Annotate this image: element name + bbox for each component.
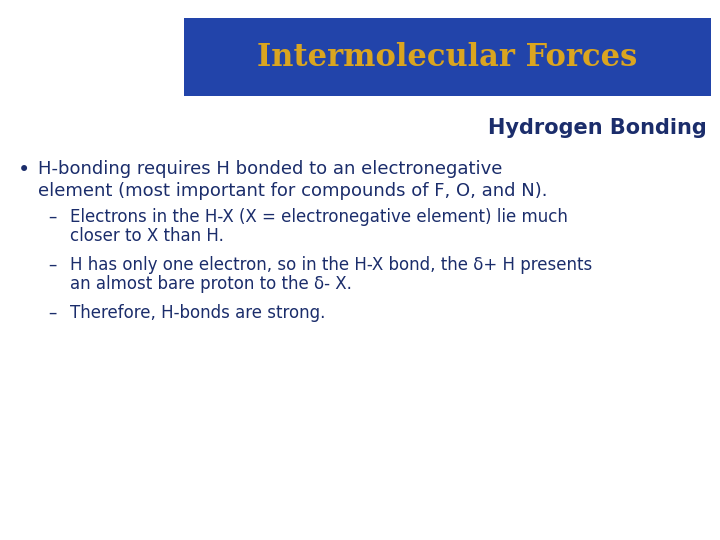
Text: –: –: [48, 256, 56, 274]
Text: •: •: [18, 160, 30, 180]
Text: Hydrogen Bonding: Hydrogen Bonding: [488, 118, 707, 138]
Text: –: –: [48, 208, 56, 226]
Text: H has only one electron, so in the H-X bond, the δ+ H presents: H has only one electron, so in the H-X b…: [70, 256, 593, 274]
Text: H-bonding requires H bonded to an electronegative: H-bonding requires H bonded to an electr…: [38, 160, 503, 178]
Text: Electrons in the H-X (X = electronegative element) lie much: Electrons in the H-X (X = electronegativ…: [70, 208, 568, 226]
Bar: [184, 18, 711, 96]
Text: an almost bare proton to the δ- X.: an almost bare proton to the δ- X.: [70, 275, 352, 293]
Text: –: –: [48, 304, 56, 322]
Text: Therefore, H-bonds are strong.: Therefore, H-bonds are strong.: [70, 304, 325, 322]
Text: closer to X than H.: closer to X than H.: [70, 227, 224, 245]
Text: Intermolecular Forces: Intermolecular Forces: [257, 42, 638, 72]
Text: element (most important for compounds of F, O, and N).: element (most important for compounds of…: [38, 182, 547, 200]
